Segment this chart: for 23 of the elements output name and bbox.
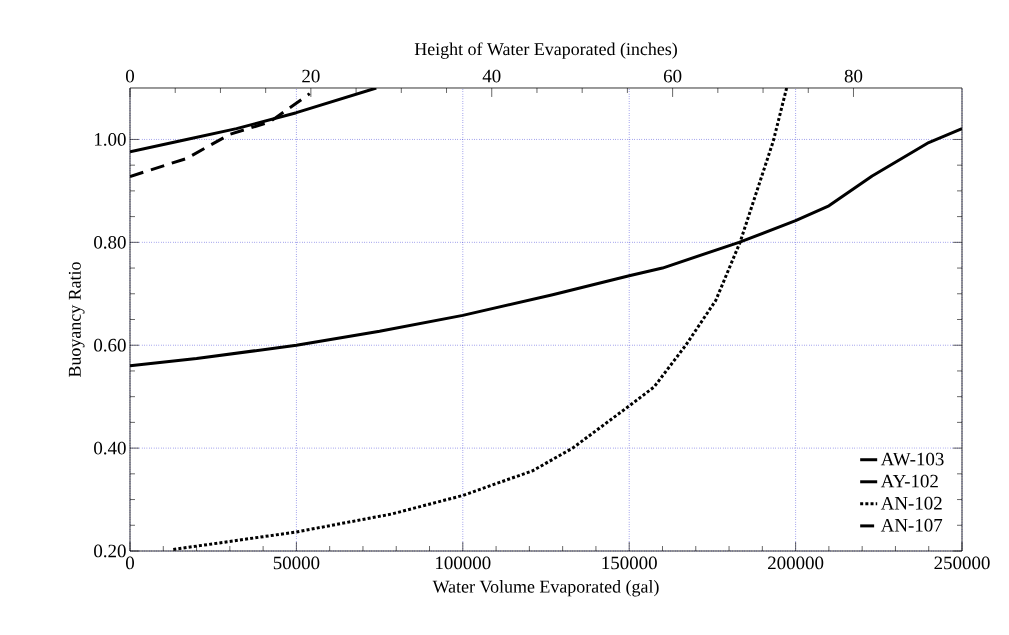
legend-label: AW-103 — [880, 452, 944, 466]
x-tick-label: 100000 — [436, 556, 491, 570]
x2-axis-title: Height of Water Evaporated (inches) — [414, 42, 677, 59]
x-tick-label: 200000 — [768, 556, 824, 570]
x-axis-title: Water Volume Evaporated (gal) — [432, 580, 659, 597]
x-tick-label: 250000 — [934, 556, 990, 570]
x-tick-label: 0 — [125, 556, 134, 570]
x2-tick-label: 20 — [302, 69, 320, 83]
x2-tick-label: 40 — [482, 69, 501, 83]
x2-tick-label: 0 — [125, 69, 134, 83]
legend-label: AN-102 — [880, 496, 942, 510]
y-tick-label: 0.20 — [94, 544, 126, 558]
x2-tick-label: 60 — [663, 69, 682, 83]
y-tick-label: 0.80 — [94, 235, 126, 249]
legend-label: AY-102 — [880, 474, 938, 488]
x-tick-label: 150000 — [602, 556, 657, 570]
y-tick-label: 0.40 — [94, 441, 126, 455]
y-tick-label: 1.00 — [95, 133, 126, 146]
legend-label: AN-107 — [880, 518, 943, 532]
x2-tick-label: 80 — [844, 69, 863, 83]
y-axis-title: Buoyancy Ratio — [68, 262, 85, 378]
y-tick-label: 0.60 — [94, 338, 126, 352]
x-tick-label: 50000 — [273, 556, 320, 570]
